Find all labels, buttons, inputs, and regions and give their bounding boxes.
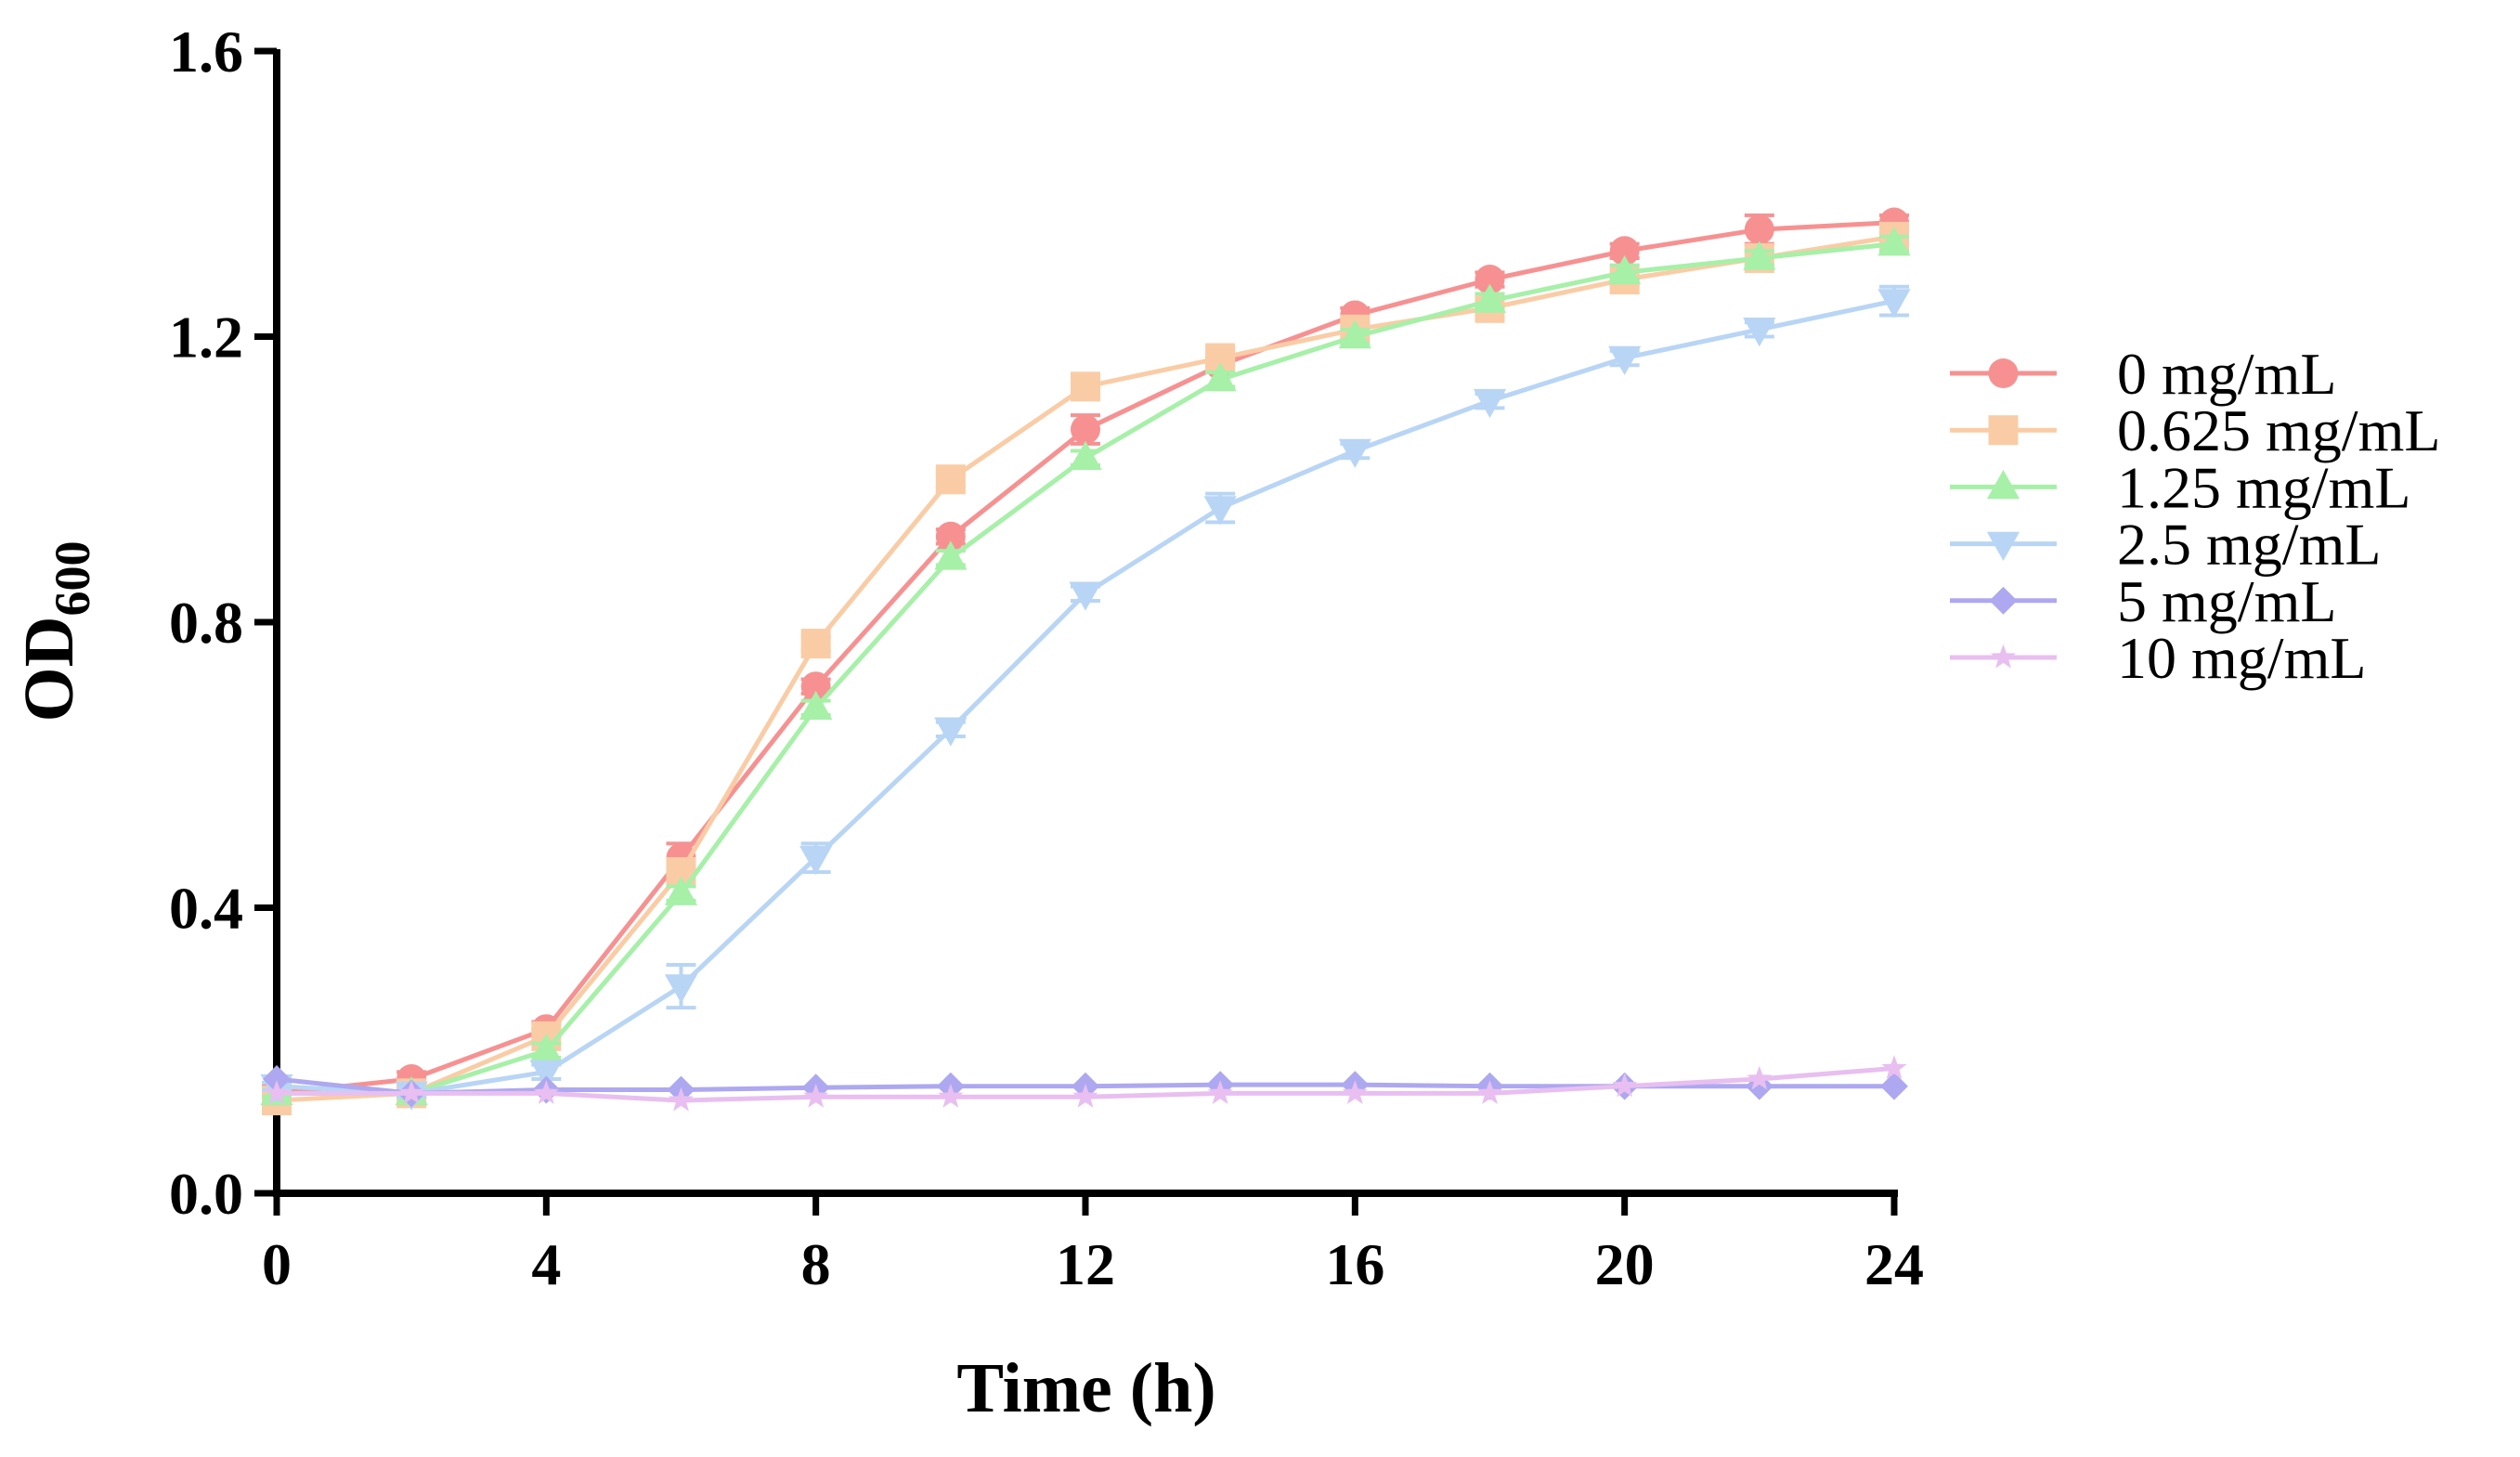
- legend-label: 0 mg/mL: [2117, 341, 2336, 407]
- data-point: [799, 690, 833, 721]
- legend-marker: [1986, 470, 2020, 500]
- data-point: [800, 629, 831, 659]
- data-point: [938, 1083, 964, 1108]
- x-tick-label: 16: [1325, 1231, 1384, 1297]
- data-point: [1207, 1080, 1233, 1104]
- series-2-5-mg-ml: [260, 284, 1911, 1111]
- series-0-mg-ml: [262, 207, 1909, 1109]
- y-axis-title: OD600: [10, 541, 100, 722]
- series-line: [276, 234, 1895, 1103]
- data-point: [800, 671, 831, 702]
- data-point: [1476, 1080, 1503, 1104]
- data-point: [1473, 388, 1507, 419]
- data-point: [1069, 440, 1102, 470]
- data-point: [1342, 1080, 1368, 1104]
- x-tick-label: 20: [1595, 1231, 1655, 1297]
- data-point: [1203, 362, 1237, 392]
- data-point: [1474, 265, 1505, 294]
- data-point: [1338, 438, 1371, 468]
- legend-marker: [1989, 586, 2018, 615]
- legend-label: 5 mg/mL: [2117, 568, 2336, 634]
- legend: 0 mg/mL0.625 mg/mL1.25 mg/mL2.5 mg/mL5 m…: [1950, 341, 2440, 691]
- legend-marker: [1988, 415, 2019, 446]
- series-layer: [260, 207, 1911, 1116]
- y-tick-label: 1.2: [169, 305, 243, 371]
- y-tick-label: 0.8: [169, 590, 243, 656]
- data-point: [1071, 371, 1100, 402]
- data-point: [668, 1086, 695, 1112]
- data-point: [1071, 414, 1100, 445]
- data-point: [799, 845, 833, 876]
- data-point: [263, 1065, 291, 1093]
- data-point: [529, 1033, 563, 1063]
- data-point: [935, 521, 966, 552]
- data-point: [1877, 227, 1911, 256]
- data-point: [1203, 496, 1237, 526]
- y-tick-label: 0.0: [169, 1161, 243, 1227]
- data-point: [1612, 1073, 1638, 1098]
- series-10-mg-ml: [264, 1055, 1907, 1112]
- data-point: [1743, 318, 1776, 347]
- y-axis-title-subscript: 600: [45, 541, 100, 617]
- x-tick-label: 12: [1056, 1231, 1115, 1297]
- data-point: [803, 1083, 829, 1108]
- legend-marker: [1990, 644, 2017, 669]
- data-point: [1072, 1083, 1098, 1108]
- legend-label: 2.5 mg/mL: [2117, 512, 2381, 578]
- series-line: [277, 241, 1895, 1096]
- legend-entry: 5 mg/mL: [1950, 568, 2336, 634]
- legend-entry: 10 mg/mL: [1950, 625, 2366, 691]
- x-tick-label: 8: [801, 1231, 831, 1297]
- data-point: [934, 717, 968, 747]
- series-0-625-mg-ml: [262, 221, 1909, 1116]
- series-1-25-mg-ml: [260, 227, 1911, 1106]
- data-point: [664, 974, 698, 1004]
- data-point: [1744, 215, 1774, 245]
- data-point: [1069, 581, 1102, 611]
- data-point: [1881, 1055, 1907, 1080]
- data-point: [1743, 241, 1776, 270]
- data-point: [664, 876, 698, 905]
- data-point: [1473, 283, 1507, 313]
- legend-label: 0.625 mg/mL: [2117, 397, 2440, 463]
- axes: 0.0 0.4 0.8 1.2 1.6 0 4 8 12 16 20 24: [169, 19, 1924, 1297]
- legend-entry: 1.25 mg/mL: [1950, 454, 2410, 520]
- data-point: [935, 464, 966, 495]
- data-point: [1338, 319, 1371, 349]
- data-point: [1877, 289, 1911, 319]
- data-point: [398, 1080, 424, 1104]
- y-tick-label: 0.4: [169, 876, 243, 942]
- legend-entry: 0 mg/mL: [1950, 341, 2336, 407]
- data-point: [1747, 1065, 1773, 1090]
- legend-marker: [1986, 531, 2020, 561]
- x-tick-label: 0: [262, 1231, 292, 1297]
- legend-marker: [1988, 358, 2019, 388]
- data-point: [529, 1060, 563, 1089]
- data-point: [1608, 345, 1642, 375]
- legend-label: 10 mg/mL: [2117, 625, 2366, 691]
- x-tick-label: 24: [1864, 1231, 1924, 1297]
- data-point: [1609, 236, 1640, 267]
- legend-label: 1.25 mg/mL: [2117, 454, 2410, 520]
- legend-entry: 2.5 mg/mL: [1950, 512, 2381, 578]
- data-point: [264, 1080, 290, 1104]
- legend-entry: 0.625 mg/mL: [1950, 397, 2440, 463]
- x-tick-label: 4: [531, 1231, 561, 1297]
- data-point: [934, 540, 968, 570]
- x-axis-title: Time (h): [956, 1349, 1215, 1427]
- y-axis-title-main: OD: [10, 617, 88, 722]
- data-point: [1880, 1072, 1908, 1100]
- data-point: [533, 1080, 559, 1104]
- data-point: [1608, 254, 1642, 285]
- y-tick-label: 1.6: [169, 19, 243, 85]
